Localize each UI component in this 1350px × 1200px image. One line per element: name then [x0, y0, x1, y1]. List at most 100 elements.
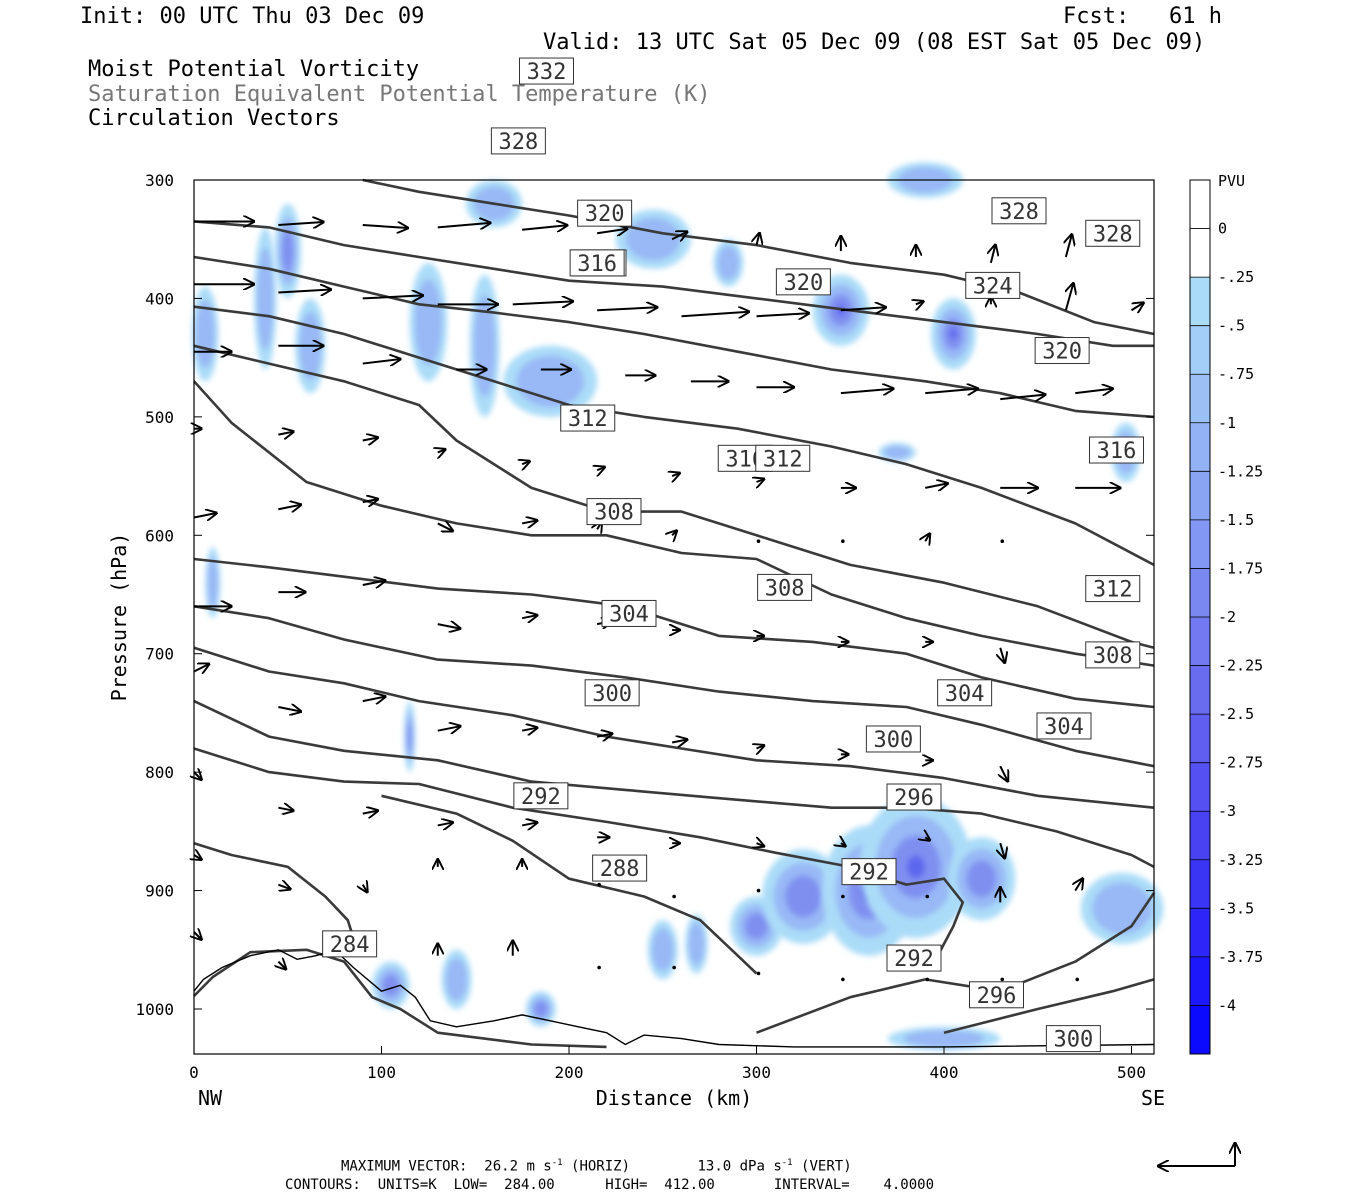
contour-label: 300: [865, 725, 921, 753]
contour-label-text: 304: [945, 682, 985, 707]
y-axis-label: Pressure (hPa): [107, 533, 131, 702]
vector-dot: [597, 965, 601, 970]
contour-label: 288: [592, 854, 648, 882]
colorbar-cell: [1190, 568, 1210, 618]
vector-arrow: [840, 307, 886, 310]
vector-dot: [597, 882, 601, 887]
vector-arrow: [757, 479, 765, 482]
contour-label-text: 284: [330, 933, 370, 958]
terrain-profile: [193, 949, 1155, 1048]
contour-label-box: [513, 782, 569, 810]
contour-label-text: 320: [585, 202, 625, 227]
vector-arrow: [671, 232, 687, 240]
contour-label-box: [1085, 641, 1141, 669]
vector-arrow: [597, 307, 657, 310]
contour-label-box: [969, 981, 1024, 1009]
colorbar-cell: [1190, 908, 1210, 958]
contour-288: [193, 841, 355, 939]
contour-label-text: 316: [1097, 439, 1137, 464]
vector-arrow: [522, 225, 567, 230]
colorbar-tick-label: -.5: [1218, 317, 1245, 335]
vector-arrow: [437, 523, 453, 531]
contour-label-text: 300: [874, 728, 914, 753]
colorbar-tick-label: -3.5: [1218, 899, 1254, 917]
contour-label: 328: [991, 197, 1047, 225]
vector-arrow: [278, 432, 293, 435]
vector-arrow: [1000, 647, 1005, 663]
forecast-hour: Fcst: 61 h: [1063, 4, 1222, 29]
vector-arrow: [362, 811, 378, 814]
colorbar-tick-label: -1.25: [1218, 462, 1263, 480]
x-tick-label: 300: [742, 1063, 771, 1082]
colorbar-tick-label: -.25: [1218, 268, 1254, 286]
colorbar-cell: [1190, 811, 1210, 861]
vector-arrow: [278, 707, 301, 712]
pv-colorbar: PVU 0 -.25 -.5 -.75 -1 -1.25 -1.5 -1.75 -2 -2.25 -2…: [1189, 172, 1263, 1055]
contour-label-text: 304: [609, 602, 649, 627]
contour-label-box: [586, 498, 642, 526]
contour-label-text: 328: [1093, 222, 1133, 247]
colorbar-cell: [1190, 617, 1210, 667]
contour-label-text: 300: [1054, 1028, 1094, 1053]
y-tick-label: 900: [145, 882, 174, 901]
vector-dot: [1000, 539, 1005, 544]
vector-dot: [756, 971, 761, 976]
pv-blob: [254, 227, 277, 370]
colorbar-tick-label: 0: [1218, 220, 1227, 238]
vector-arrow: [925, 483, 948, 488]
contour-316: [193, 344, 1155, 650]
contour-label-box: [1085, 575, 1141, 603]
contour-label-box: [1034, 337, 1090, 365]
contour-label-text: 316: [577, 252, 617, 277]
colorbar-tick-label: -2: [1218, 608, 1236, 626]
contour-label-box: [886, 944, 942, 972]
vector-arrow: [1075, 879, 1083, 892]
contour-label-box: [757, 573, 813, 601]
colorbar-cell: [1190, 762, 1210, 812]
contour-label-box: [865, 725, 921, 753]
contour-label-box: [1036, 712, 1092, 740]
vector-arrow: [278, 290, 331, 293]
contour-label: 308: [586, 498, 642, 526]
pv-shading: [192, 162, 1164, 1051]
contour-label: 300: [584, 679, 640, 707]
contour-label-text: 328: [999, 200, 1039, 225]
y-tick-label: 300: [145, 171, 174, 190]
vector-arrow: [597, 467, 605, 470]
axes: 300 400 500 600 700 800 900 1000 0 100 200 300 400 50…: [135, 171, 1154, 1082]
vector-arrow: [991, 245, 996, 264]
contour-288: [381, 794, 758, 975]
vector-arrow: [512, 301, 573, 304]
contour-label: 316: [1089, 436, 1144, 464]
vector-dot: [925, 894, 930, 899]
contour-label-box: [841, 858, 897, 886]
vector-arrow: [362, 225, 408, 228]
vector-arrow: [278, 962, 286, 970]
vector-arrow: [672, 473, 680, 476]
contour-284: [193, 948, 607, 1049]
colorbar-tick-label: -3.25: [1218, 851, 1263, 869]
contour-label: 292: [513, 782, 569, 810]
vector-arrow: [1130, 303, 1144, 311]
vector-arrow: [596, 734, 612, 737]
vector-arrow: [840, 389, 894, 394]
contour-label-text: 308: [594, 501, 634, 526]
field-title-vectors: Circulation Vectors: [88, 106, 340, 131]
pv-blob: [274, 203, 301, 299]
vector-arrow: [437, 822, 453, 825]
contour-label: 284: [322, 930, 378, 958]
init-time: Init: 00 UTC Thu 03 Dec 09: [80, 4, 425, 29]
pv-blob: [947, 837, 1016, 921]
pv-blob: [615, 209, 691, 269]
vector-arrow: [841, 843, 846, 846]
vector-arrow: [681, 312, 750, 317]
vector-arrow: [278, 505, 301, 510]
colorbar-tick-label: -4: [1218, 996, 1236, 1014]
vector-arrow: [362, 697, 386, 702]
colorbar-tick-label: -3: [1218, 802, 1236, 820]
vector-arrow: [521, 615, 537, 618]
vector-arrow: [1066, 283, 1074, 311]
vector-arrow: [1000, 765, 1008, 781]
contour-label-box: [322, 930, 378, 958]
contour-292: [193, 747, 965, 963]
